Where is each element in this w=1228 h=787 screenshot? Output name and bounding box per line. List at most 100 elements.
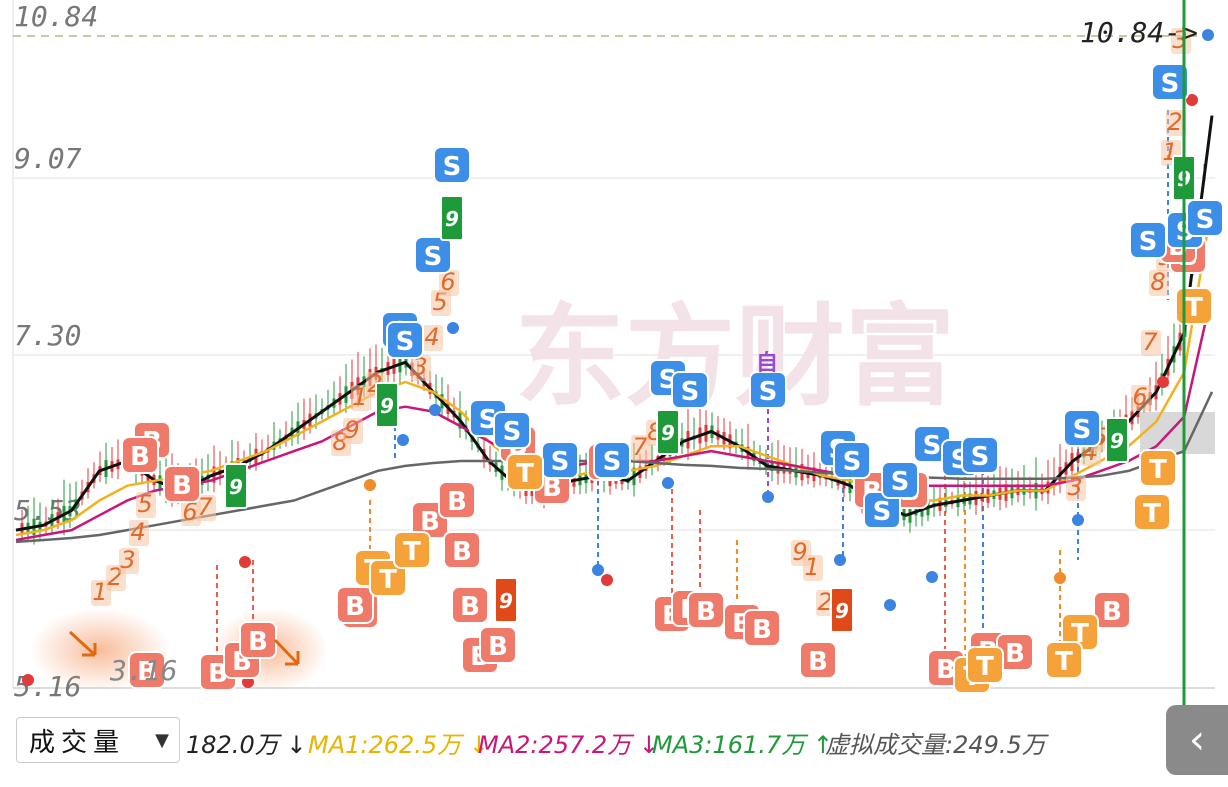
count-nine-marker[interactable]: 9 [440, 195, 464, 241]
marker-box [494, 577, 518, 623]
counter-bg [411, 355, 431, 381]
counter-bg [1171, 28, 1191, 54]
sell-signal-marker[interactable]: S [493, 411, 531, 449]
marker-box [881, 461, 919, 499]
t-signal-marker[interactable]: T [1133, 493, 1171, 531]
t-signal-marker[interactable]: T [966, 646, 1004, 684]
marker-letter: S [971, 442, 990, 472]
marker-letter: B [936, 655, 956, 685]
collapse-button[interactable]: ‹ [1166, 705, 1228, 775]
marker-box [1186, 199, 1224, 237]
marker-box [830, 587, 854, 633]
buy-signal-marker[interactable]: B [121, 436, 159, 474]
sell-signal-marker[interactable]: S [749, 371, 787, 409]
marker-box [593, 441, 631, 479]
marker-letter: T [1149, 455, 1167, 485]
indicator-selector-label: 成交量 [29, 727, 126, 758]
marker-box [749, 371, 787, 409]
sell-signal-marker[interactable]: S [1063, 409, 1101, 447]
marker-letter: S [873, 497, 892, 527]
t-signal-marker[interactable]: T [393, 531, 431, 569]
marker-box [224, 463, 248, 509]
buy-signal-marker[interactable]: B [1093, 591, 1131, 629]
counter-label: 4 [130, 518, 145, 546]
buy-signal-marker[interactable]: B [128, 651, 166, 689]
marker-letter: S [551, 447, 570, 477]
counter-bg [136, 492, 156, 518]
counter-label: 2 [817, 588, 832, 616]
sell-signal-marker[interactable]: S [1129, 221, 1167, 259]
marker-letter: T [1143, 499, 1161, 529]
marker-letter: 9 [661, 421, 675, 445]
marker-box [656, 409, 680, 455]
marker-box [1093, 591, 1131, 629]
sell-signal-marker[interactable]: S [671, 371, 709, 409]
t-signal-marker[interactable]: T [369, 559, 407, 597]
sell-signal-marker[interactable]: S [386, 321, 424, 359]
signal-markers[interactable]: BBBBBBBBBBBBBBBBBBBBBBBBBBBBBBBBSSSSSSSS… [68, 63, 1224, 694]
signal-dot [397, 434, 409, 446]
marker-box [163, 465, 201, 503]
marker-box [443, 531, 481, 569]
signal-dot [429, 404, 441, 416]
count-nine-marker[interactable]: 9 [656, 409, 680, 455]
count-nine-marker[interactable]: 9 [224, 463, 248, 509]
counter-bg [119, 548, 139, 574]
sell-signal-marker[interactable]: S [863, 491, 901, 529]
sell-signal-marker[interactable]: S [1151, 63, 1189, 101]
buy-signal-marker[interactable]: B [336, 586, 374, 624]
marker-box [1063, 409, 1101, 447]
signal-dot [1054, 572, 1066, 584]
count-nine-marker[interactable]: 9 [830, 587, 854, 633]
sell-signal-marker[interactable]: S [961, 436, 999, 474]
sell-signal-marker[interactable]: S [881, 461, 919, 499]
sell-signal-marker[interactable]: S [1186, 199, 1224, 237]
buy-signal-marker[interactable]: B [451, 586, 489, 624]
marker-letter: B [137, 657, 157, 687]
counter-label: 5 [137, 490, 152, 518]
marker-box [1045, 641, 1083, 679]
signal-dot [662, 477, 674, 489]
counter-label: 2 [107, 563, 122, 591]
marker-letter: S [891, 467, 910, 497]
buy-signal-marker[interactable]: B [479, 626, 517, 664]
marker-letter: B [130, 442, 150, 472]
marker-letter: S [759, 377, 778, 407]
indicator-selector[interactable]: 成交量 ▼ [16, 717, 180, 763]
buy-signal-marker[interactable]: B [443, 531, 481, 569]
marker-box [1151, 63, 1189, 101]
marker-letter: 9 [835, 599, 849, 623]
counter-label: 4 [424, 323, 439, 351]
sell-signal-marker[interactable]: S [414, 236, 452, 274]
sell-signal-marker[interactable]: S [433, 146, 471, 184]
marker-letter: B [447, 487, 467, 517]
sell-signal-marker[interactable]: S [833, 441, 871, 479]
buy-signal-marker[interactable]: B [239, 621, 277, 659]
marker-letter: B [488, 632, 508, 662]
marker-box [440, 195, 464, 241]
marker-letter: B [208, 659, 228, 689]
buy-signal-marker[interactable]: B [743, 609, 781, 647]
t-signal-marker[interactable]: T [1139, 449, 1177, 487]
counter-label: 3 [412, 353, 427, 381]
marker-letter: S [503, 417, 522, 447]
volume-info-bar: 成交量 ▼ 182.0万 ↓ MA1:262.5万 ↓ MA2:257.2万 ↓… [0, 703, 1228, 787]
counter-label: 2 [1167, 108, 1182, 136]
marker-letter: S [1139, 227, 1158, 257]
buy-signal-marker[interactable]: B [438, 481, 476, 519]
count-nine-marker[interactable]: 9 [494, 577, 518, 623]
t-signal-marker[interactable]: T [1045, 641, 1083, 679]
count-nine-marker[interactable]: 9 [375, 382, 399, 428]
buy-signal-marker[interactable]: B [799, 641, 837, 679]
marker-box [966, 646, 1004, 684]
marker-box [1105, 417, 1129, 463]
counter-label: 1 [92, 578, 107, 606]
t-signal-marker[interactable]: T [506, 453, 544, 491]
buy-signal-marker[interactable]: B [687, 591, 725, 629]
count-nine-marker[interactable]: 9 [1105, 417, 1129, 463]
buy-signal-marker[interactable]: B [163, 465, 201, 503]
t-signal-marker[interactable]: T [1175, 287, 1213, 325]
sell-signal-marker[interactable]: S [593, 441, 631, 479]
sell-signal-marker[interactable]: S [541, 441, 579, 479]
